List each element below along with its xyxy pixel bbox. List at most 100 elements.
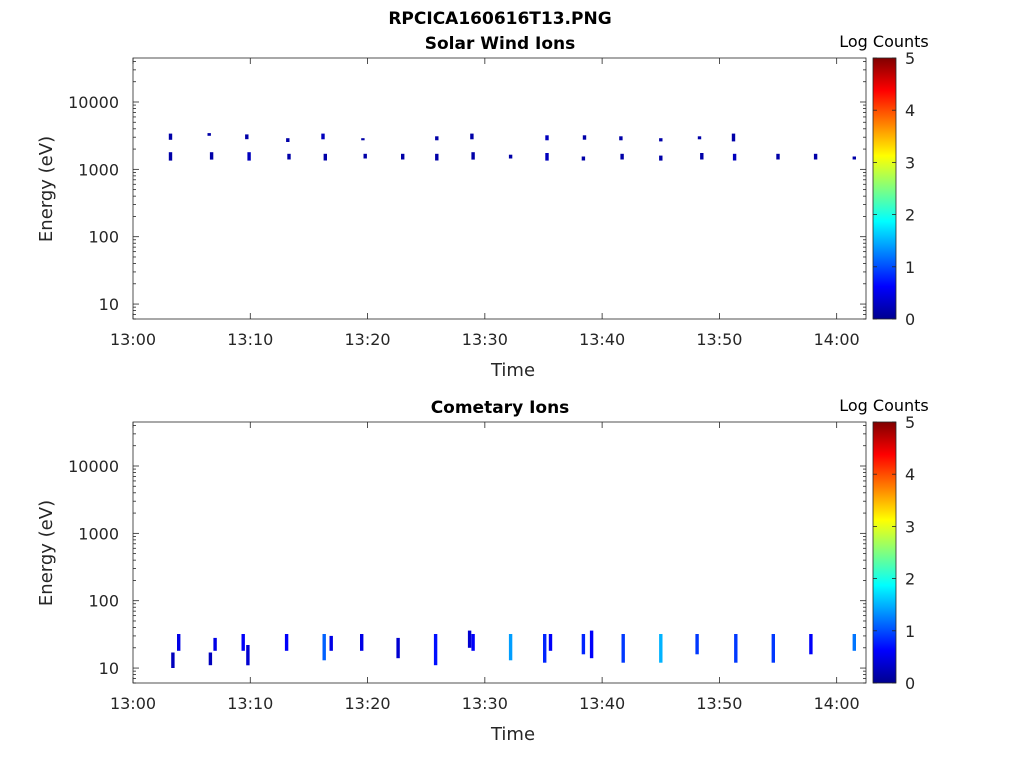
- cometary-ions-panel: Cometary Ions Log Counts Time Energy (eV…: [36, 396, 929, 745]
- colorbar-tick-label: 2: [905, 206, 915, 225]
- spectrogram-cell: [396, 637, 400, 659]
- x-tick-label: 13:10: [227, 330, 273, 349]
- spectrogram-cell: [322, 634, 326, 661]
- spectrogram-cell: [286, 138, 290, 142]
- spectrogram-cell: [321, 133, 325, 140]
- spectrogram-cell: [695, 634, 699, 655]
- y-tick-label: 10: [99, 295, 119, 314]
- solar-wind-ions-panel: Solar Wind Ions Log Counts Time Energy (…: [36, 32, 929, 381]
- spectrogram-cell: [731, 133, 736, 142]
- colorbar-tick-label: 1: [905, 258, 915, 277]
- x-tick-label: 14:00: [814, 694, 860, 713]
- spectrogram-cell: [168, 133, 173, 140]
- plot-area-frame: [132, 421, 867, 684]
- spectrogram-cell: [543, 634, 547, 663]
- spectrogram-cell: [852, 156, 856, 160]
- x-tick-label: 13:40: [579, 694, 625, 713]
- x-axis-label: Time: [490, 724, 535, 745]
- spectrogram-cell: [401, 153, 405, 160]
- x-tick-label: 13:20: [345, 694, 391, 713]
- spectrogram-cell: [467, 630, 472, 648]
- colorbar-label: Log Counts: [839, 396, 929, 415]
- y-tick-label: 100: [88, 228, 119, 247]
- y-tick-label: 100: [88, 592, 119, 611]
- colorbar-tick-label: 0: [905, 674, 915, 693]
- colorbar-tick-label: 3: [905, 517, 915, 536]
- y-tick-label: 1000: [78, 160, 119, 179]
- spectrogram-cell: [435, 153, 439, 161]
- colorbar: [872, 421, 897, 684]
- spectrogram-cell: [284, 634, 289, 651]
- spectrogram-cell: [177, 634, 181, 651]
- x-tick-label: 13:30: [462, 694, 508, 713]
- spectrogram-cell: [287, 153, 291, 160]
- spectrogram-cell: [581, 634, 586, 655]
- spectrogram-cell: [700, 153, 704, 160]
- spectrogram-cell: [621, 634, 625, 663]
- spectrogram-cell: [659, 634, 663, 663]
- spectrogram-cell: [813, 153, 818, 160]
- y-tick-label: 10000: [68, 457, 119, 476]
- spectrogram-cell: [241, 634, 245, 651]
- x-tick-label: 13:40: [579, 330, 625, 349]
- spectrogram-cell: [545, 135, 549, 141]
- spectrogram-cell: [508, 154, 513, 159]
- x-tick-label: 13:10: [227, 694, 273, 713]
- spectrogram-cell: [697, 136, 702, 140]
- spectrogram-cell: [168, 152, 173, 161]
- spectrogram-cell: [581, 156, 586, 161]
- spectrogram-cell: [548, 634, 553, 651]
- colorbar: [872, 57, 897, 320]
- spectrogram-cell: [360, 634, 364, 651]
- spectrogram-cell: [433, 634, 438, 666]
- panel-title: Cometary Ions: [431, 398, 570, 418]
- spectrogram-cell: [363, 153, 367, 159]
- spectrogram-cell: [732, 153, 737, 161]
- spectrogram-cell: [171, 652, 175, 668]
- spectrogram-cell: [361, 138, 365, 141]
- spectrogram-cell: [471, 634, 475, 651]
- spectrogram-cell: [545, 153, 549, 161]
- spectrogram-cell: [323, 153, 327, 161]
- spectrogram-cell: [771, 634, 775, 663]
- y-axis-label: Energy (eV): [36, 136, 57, 242]
- x-tick-label: 13:20: [345, 330, 391, 349]
- spectrogram-cell: [619, 136, 623, 141]
- y-tick-label: 10: [99, 659, 119, 678]
- x-tick-label: 14:00: [814, 330, 860, 349]
- x-tick-label: 13:00: [110, 330, 156, 349]
- colorbar-tick-label: 4: [905, 101, 915, 120]
- spectrogram-cell: [659, 155, 663, 161]
- spectrogram-cell: [852, 634, 856, 651]
- spectrogram-cell: [213, 637, 217, 651]
- spectrogram-cell: [209, 152, 214, 160]
- spectrogram-cell: [659, 138, 663, 142]
- y-axis-label: Energy (eV): [36, 500, 57, 606]
- x-tick-label: 13:50: [696, 330, 742, 349]
- colorbar-tick-label: 5: [905, 413, 915, 432]
- spectrogram-cell: [809, 634, 813, 655]
- x-axis-label: Time: [490, 360, 535, 381]
- colorbar-tick-label: 3: [905, 153, 915, 172]
- spectrogram-cell: [247, 152, 251, 161]
- colorbar-tick-label: 5: [905, 49, 915, 68]
- spectrogram-cell: [208, 652, 213, 666]
- spectrogram-cell: [582, 135, 587, 140]
- plot-area-frame: [132, 57, 867, 320]
- spectrogram-cell: [207, 133, 211, 136]
- spectrogram-cell: [245, 134, 249, 140]
- spectrogram-cell: [435, 136, 439, 141]
- colorbar-tick-label: 1: [905, 622, 915, 641]
- spectrogram-cell: [776, 153, 780, 160]
- y-tick-label: 1000: [78, 524, 119, 543]
- spectrogram-cell: [620, 153, 624, 160]
- spectrogram-cell: [508, 634, 513, 661]
- spectrogram-cell: [734, 634, 738, 663]
- spectrogram-cell: [329, 635, 333, 651]
- colorbar-tick-label: 2: [905, 570, 915, 589]
- spectrogram-cell: [471, 152, 475, 160]
- x-tick-label: 13:30: [462, 330, 508, 349]
- panel-title: Solar Wind Ions: [425, 34, 576, 54]
